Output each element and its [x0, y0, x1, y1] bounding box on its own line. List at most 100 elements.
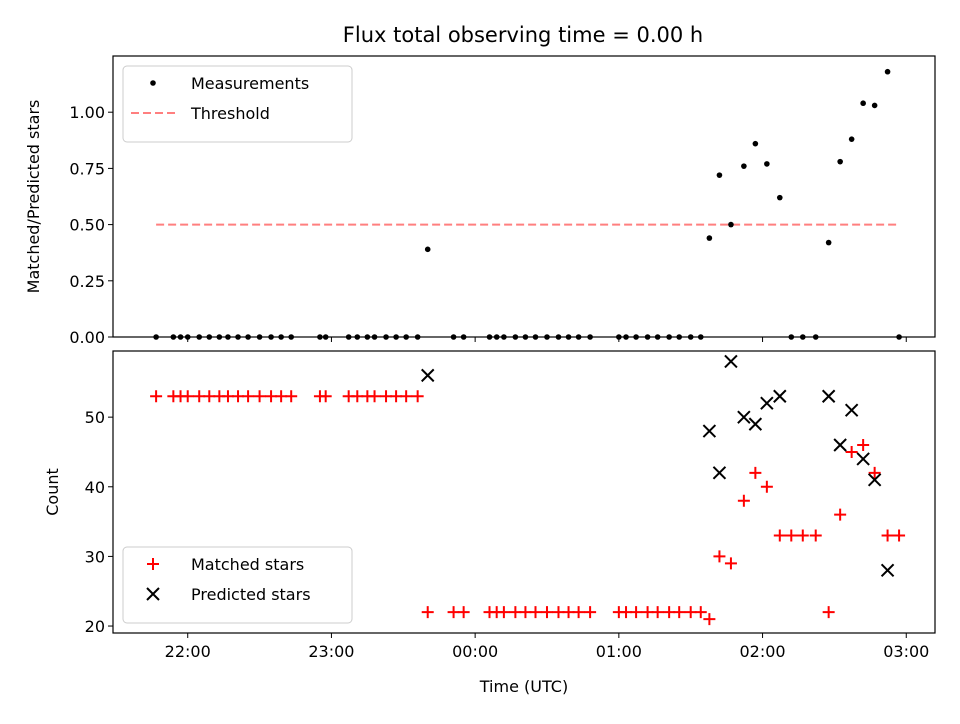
y-tick-label: 0.75: [69, 159, 105, 178]
data-point: [457, 606, 470, 619]
data-point: [684, 606, 697, 619]
series-matched-stars: [150, 390, 906, 626]
data-point: [265, 390, 278, 403]
data-point: [724, 557, 737, 570]
data-point: [620, 606, 633, 619]
data-point: [825, 239, 832, 246]
data-point: [673, 606, 686, 619]
y-axis-label: Count: [43, 468, 62, 516]
plot-frame: [112, 55, 936, 338]
data-point: [785, 529, 798, 542]
data-point: [868, 466, 881, 479]
y-tick-label: 0.00: [69, 328, 105, 347]
data-point: [694, 606, 707, 619]
x-tick-label: 00:00: [452, 642, 498, 661]
figure-title: Flux total observing time = 0.00 h: [343, 23, 703, 47]
panel-count: 20 30 40 50 22:00 23:00 00:00 01:00 02:00 03:00 Co…: [43, 350, 936, 696]
data-point: [848, 136, 855, 142]
data-point: [411, 390, 424, 403]
data-point: [380, 390, 393, 403]
data-point: [773, 529, 786, 542]
data-point: [447, 606, 460, 619]
data-point: [712, 466, 727, 480]
data-point: [193, 390, 206, 403]
data-point: [181, 390, 194, 403]
data-point: [368, 390, 381, 403]
x-tick-label: 02:00: [739, 642, 785, 661]
data-point: [706, 235, 713, 241]
data-point: [833, 438, 847, 452]
data-point: [737, 494, 750, 507]
legend-box: [122, 546, 353, 624]
data-point: [867, 473, 882, 487]
data-point: [748, 417, 763, 431]
legend-marker: [147, 558, 159, 570]
data-point: [884, 68, 891, 75]
data-point: [203, 390, 216, 403]
data-point: [871, 102, 878, 109]
data-point: [857, 439, 870, 451]
data-point: [390, 390, 403, 403]
data-point: [421, 368, 435, 383]
legend-box: [122, 65, 353, 143]
data-point: [737, 410, 751, 424]
data-point: [844, 403, 859, 417]
x-tick-label: 23:00: [308, 642, 354, 661]
y-tick-label: 0.50: [69, 216, 105, 235]
y-tick-label: 0.25: [69, 272, 105, 291]
x-axis-label: Time (UTC): [479, 677, 568, 696]
panel-ratio: 0.00 0.25 0.50 0.75 1.00 Matched/Predicted st…: [24, 55, 936, 347]
data-point: [150, 390, 163, 403]
x-tick-label: 22:00: [165, 642, 211, 661]
data-point: [540, 606, 553, 619]
data-point: [285, 390, 298, 403]
data-point: [529, 606, 542, 619]
data-point: [400, 390, 413, 403]
plot-frame: [112, 350, 936, 634]
data-point: [741, 163, 747, 169]
data-point: [860, 100, 866, 107]
data-point: [845, 445, 858, 458]
y-tick-label: 30: [85, 547, 105, 566]
data-point: [837, 158, 843, 165]
data-point: [584, 606, 597, 619]
data-point: [651, 606, 664, 619]
data-point: [421, 606, 434, 619]
data-point: [509, 606, 522, 619]
data-point: [752, 140, 759, 147]
data-point: [630, 606, 643, 619]
data-point: [663, 606, 676, 619]
data-point: [242, 390, 255, 403]
data-point: [809, 529, 822, 542]
legend-marker: [150, 80, 156, 86]
legend: Measurements Threshold: [122, 65, 353, 143]
data-point: [552, 606, 565, 619]
legend-label: Predicted stars: [191, 585, 311, 604]
data-point: [760, 480, 773, 493]
series-predicted-stars: [421, 354, 895, 578]
data-point: [760, 396, 774, 410]
x-tick-label: 01:00: [596, 642, 642, 661]
legend: Matched stars Predicted stars: [122, 546, 353, 624]
data-point: [424, 246, 431, 253]
data-point: [749, 466, 762, 479]
data-point: [562, 606, 575, 619]
data-point: [497, 606, 510, 619]
legend-label: Measurements: [191, 74, 309, 93]
data-point: [275, 390, 288, 403]
data-point: [253, 390, 266, 403]
data-point: [221, 390, 234, 403]
legend-label: Threshold: [190, 104, 270, 123]
data-point: [519, 606, 532, 619]
data-point: [572, 606, 585, 619]
data-point: [834, 508, 847, 521]
legend-label: Matched stars: [191, 555, 304, 574]
data-point: [821, 389, 836, 403]
data-point: [822, 606, 835, 619]
data-point: [764, 161, 770, 167]
data-point: [319, 390, 332, 403]
data-point: [796, 529, 809, 542]
data-point: [776, 194, 783, 201]
